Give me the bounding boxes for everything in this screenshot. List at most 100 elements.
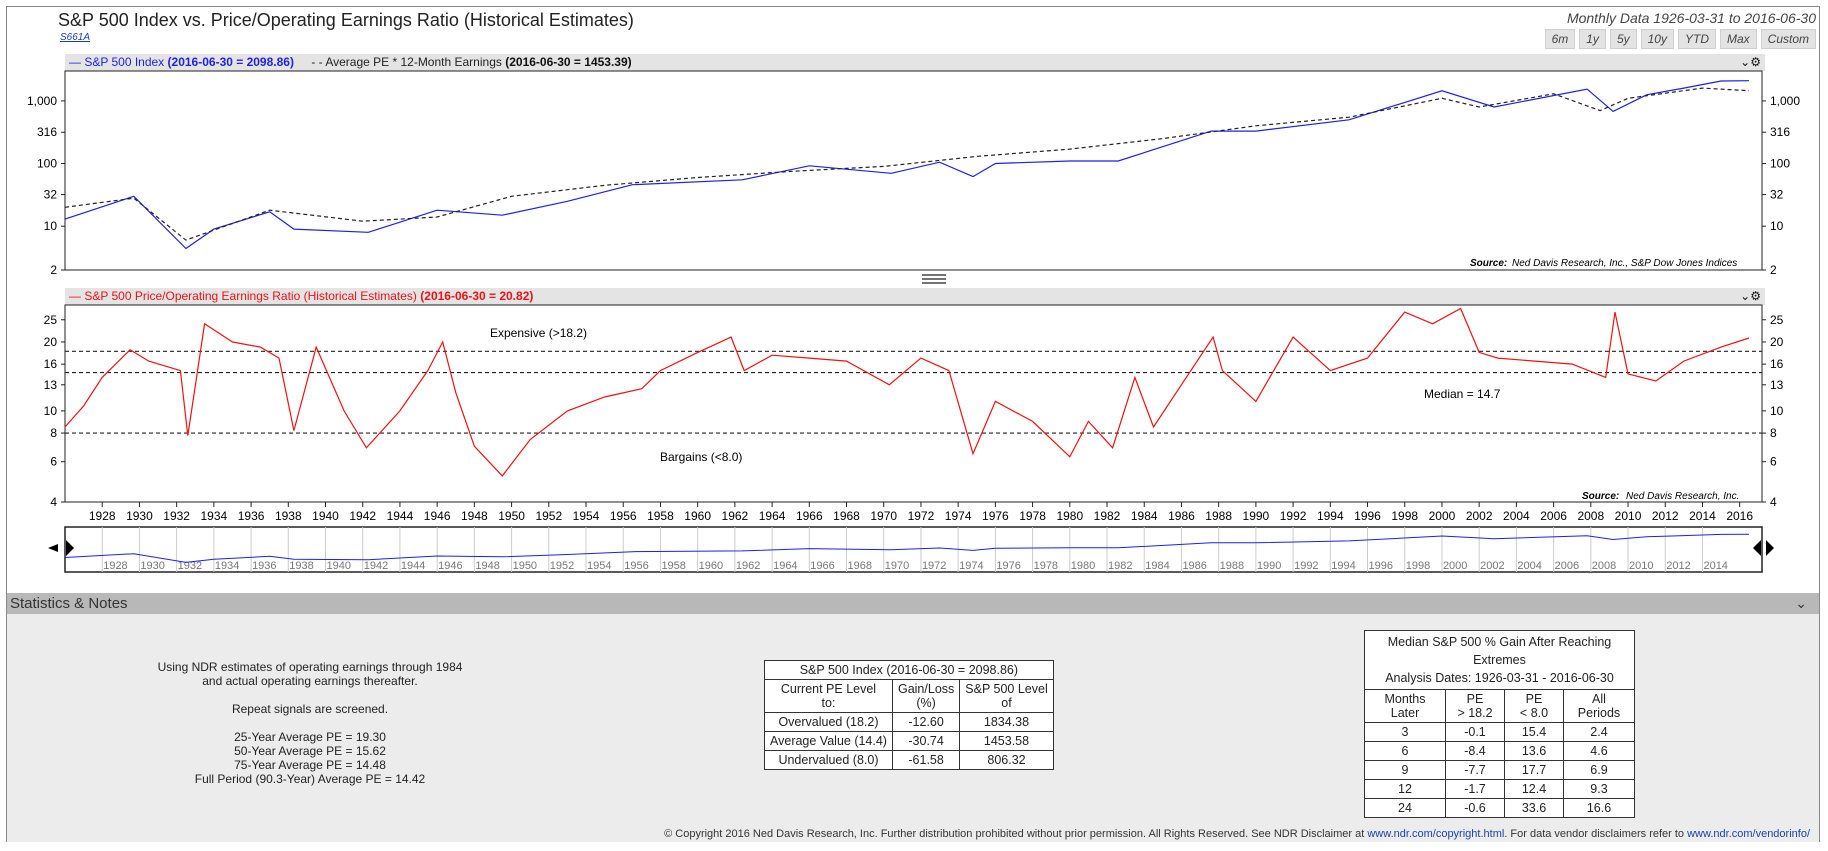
bottom-panel-controls[interactable]: ⌄⚙ <box>1740 288 1761 305</box>
navigator-left-arrow-icon[interactable] <box>66 540 74 556</box>
navigator-tick-label: 1966 <box>810 560 834 572</box>
table-cell: 12.4 <box>1504 779 1564 799</box>
table-cell: 3 <box>1364 722 1446 742</box>
chart-code-link[interactable]: S661A <box>60 32 91 43</box>
navigator-tick-label: 1944 <box>401 560 425 572</box>
table-cell: 16.6 <box>1563 798 1635 818</box>
chevron-down-icon[interactable]: ⌄ <box>1740 55 1751 69</box>
x-tick-label: 1944 <box>387 509 414 523</box>
range-buttons: 6m 1y 5y 10y YTD Max Custom <box>1544 29 1816 49</box>
table-row: Average Value (14.4) -30.74 1453.58 <box>764 731 1054 751</box>
chevron-down-icon[interactable]: ⌄ <box>1740 289 1751 303</box>
navigator-tick-label: 1988 <box>1220 560 1244 572</box>
top-source-label: Source: <box>1470 258 1507 269</box>
top-panel-controls[interactable]: ⌄⚙ <box>1740 54 1761 71</box>
footer: © Copyright 2016 Ned Davis Research, Inc… <box>664 828 1810 840</box>
stats-section-header[interactable]: Statistics & Notes ⌄ <box>7 593 1819 614</box>
note-line: 75-Year Average PE = 14.48 <box>234 758 386 772</box>
vendor-info-link[interactable]: www.ndr.com/vendorinfo/ <box>1687 828 1810 840</box>
table-row: 9 -7.7 17.7 6.9 <box>1364 760 1635 780</box>
avgpe-legend-value: (2016-06-30 = 1453.39) <box>505 55 632 69</box>
navigator-tick-label: 1964 <box>773 560 797 572</box>
x-tick-label: 1978 <box>1019 509 1046 523</box>
table-cell: -8.4 <box>1445 741 1505 761</box>
gain-header-all: All Periods <box>1563 689 1635 723</box>
table-cell: 13.6 <box>1504 741 1564 761</box>
gear-icon[interactable]: ⚙ <box>1750 55 1761 69</box>
page-title: S&P 500 Index vs. Price/Operating Earnin… <box>58 10 634 30</box>
x-tick-label: 2014 <box>1689 509 1716 523</box>
avg-pe-series-line <box>64 87 1750 241</box>
note-line: and actual operating earnings thereafter… <box>202 674 418 688</box>
x-tick-label: 1930 <box>126 509 153 523</box>
range-10y-button[interactable]: 10y <box>1640 29 1674 49</box>
x-tick-label: 1980 <box>1056 509 1083 523</box>
range-5y-button[interactable]: 5y <box>1609 29 1637 49</box>
table-cell: -12.60 <box>891 712 961 732</box>
x-tick-label: 1976 <box>982 509 1009 523</box>
expensive-label: Expensive (>18.2) <box>490 326 587 340</box>
x-tick-label: 2012 <box>1652 509 1679 523</box>
navigator-tick-label: 1970 <box>885 560 909 572</box>
table-cell: -7.7 <box>1445 760 1505 780</box>
sp500-series-line <box>64 80 1750 250</box>
table-cell: 806.32 <box>959 750 1054 770</box>
bottom-y-tick-label: 25 <box>44 313 58 327</box>
navigator-left-handle-icon[interactable] <box>48 544 58 552</box>
top-y-tick-label: 2 <box>1770 263 1777 277</box>
x-tick-label: 1990 <box>1243 509 1270 523</box>
pe-series-line <box>64 307 1750 477</box>
navigator-tick-label: 1980 <box>1071 560 1095 572</box>
table-row: Undervalued (8.0) -61.58 806.32 <box>764 750 1054 770</box>
x-tick-label: 1970 <box>870 509 897 523</box>
table-row: 24 -0.6 33.6 16.6 <box>1364 798 1635 818</box>
table-cell: 17.7 <box>1504 760 1564 780</box>
navigator-axis: 1928 1930 1932 1934 1936 1938 1940 1942 1944 1946… <box>101 527 1728 572</box>
x-tick-label: 1986 <box>1168 509 1195 523</box>
chevron-down-icon[interactable]: ⌄ <box>1795 595 1807 611</box>
navigator-tick-label: 1952 <box>550 560 574 572</box>
x-tick-label: 1948 <box>461 509 488 523</box>
navigator-tick-label: 1962 <box>736 560 760 572</box>
table-row: 6 -8.4 13.6 4.6 <box>1364 741 1635 761</box>
bottom-y-tick-label: 8 <box>1770 426 1777 440</box>
gear-icon[interactable]: ⚙ <box>1750 289 1761 303</box>
range-1y-button[interactable]: 1y <box>1579 29 1606 49</box>
top-y-tick-label: 2 <box>50 263 57 277</box>
panel-resize-handle-icon[interactable] <box>922 274 946 284</box>
table-cell: 12 <box>1364 779 1446 799</box>
range-ytd-button[interactable]: YTD <box>1677 29 1716 49</box>
navigator-series-line <box>64 533 1750 563</box>
x-tick-label: 2000 <box>1429 509 1456 523</box>
x-tick-label: 1984 <box>1131 509 1158 523</box>
range-max-button[interactable]: Max <box>1719 29 1757 49</box>
copyright-link[interactable]: www.ndr.com/copyright.html <box>1367 828 1505 840</box>
table-cell: Average Value (14.4) <box>764 731 893 751</box>
stats-section-title: Statistics & Notes <box>10 595 128 612</box>
sp500-legend-label: S&P 500 Index <box>84 55 165 69</box>
navigator-frame[interactable] <box>64 526 1763 573</box>
navigator-right-arrow-icon[interactable] <box>1766 540 1774 556</box>
navigator-tick-label: 1942 <box>364 560 388 572</box>
sp500-legend-swatch: — <box>69 55 81 69</box>
navigator-tick-label: 1930 <box>140 560 164 572</box>
x-tick-label: 2004 <box>1503 509 1530 523</box>
level-table: S&P 500 Index (2016-06-30 = 2098.86) Cur… <box>764 660 1054 770</box>
bottom-y-tick-label: 6 <box>50 455 57 469</box>
range-custom-button[interactable]: Custom <box>1760 29 1816 49</box>
top-y-tick-label: 1,000 <box>27 94 57 108</box>
level-header-current: Current PE Level to: <box>764 679 893 713</box>
navigator-tick-label: 1976 <box>996 560 1020 572</box>
x-tick-label: 1950 <box>498 509 525 523</box>
top-legend-bar: — S&P 500 Index (2016-06-30 = 2098.86) -… <box>65 54 1765 71</box>
x-tick-label: 1996 <box>1354 509 1381 523</box>
range-6m-button[interactable]: 6m <box>1544 29 1576 49</box>
navigator-right-handle-icon[interactable] <box>1753 540 1761 556</box>
x-tick-label: 1960 <box>684 509 711 523</box>
x-tick-label: 1956 <box>610 509 637 523</box>
top-y-tick-label: 1,000 <box>1770 94 1800 108</box>
note-line: Full Period (90.3-Year) Average PE = 14.… <box>194 772 426 786</box>
table-cell: -61.58 <box>891 750 961 770</box>
top-source-text: Ned Davis Research, Inc., S&P Dow Jones … <box>1512 258 1737 269</box>
navigator-tick-label: 1982 <box>1108 560 1132 572</box>
